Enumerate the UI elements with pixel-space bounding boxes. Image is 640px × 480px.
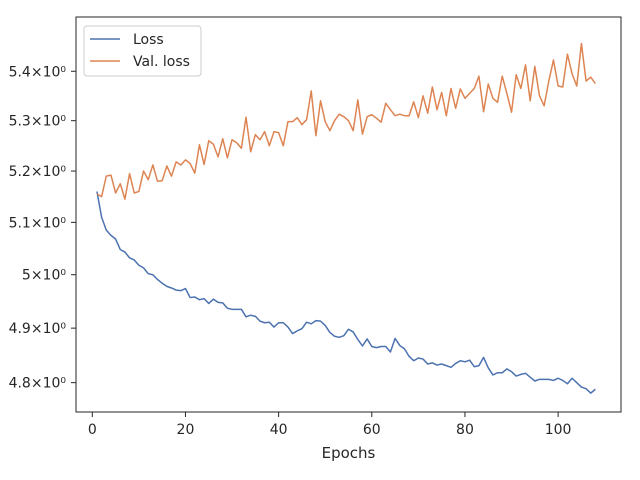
- x-tick-label: 60: [363, 422, 381, 438]
- series-line-loss: [96, 191, 596, 394]
- y-tick-label: 5.1×10⁰: [9, 215, 67, 231]
- x-tick-label: 80: [456, 422, 474, 438]
- y-tick-label: 5.4×10⁰: [9, 64, 67, 80]
- x-tick-label: 20: [177, 422, 195, 438]
- x-axis-label: Epochs: [322, 444, 376, 462]
- y-tick-label: 4.9×10⁰: [9, 321, 67, 337]
- series-layer: [96, 42, 596, 394]
- y-tick-label: 5.3×10⁰: [9, 114, 67, 130]
- series-line-val-loss: [96, 42, 596, 200]
- legend-label-loss: Loss: [133, 32, 164, 48]
- legend-label-val-loss: Val. loss: [133, 54, 190, 70]
- plot-frame: [75, 16, 622, 413]
- legend: Loss Val. loss: [83, 25, 202, 77]
- x-axis: 0 20 40 60 80 100: [88, 412, 572, 438]
- x-tick-label: 100: [545, 422, 572, 438]
- y-axis: 4.8×10⁰ 4.9×10⁰ 5×10⁰ 5.1×10⁰ 5.2×10⁰ 5.3×10⁰…: [9, 64, 76, 392]
- x-tick-label: 40: [270, 422, 288, 438]
- y-tick-label: 5.2×10⁰: [9, 164, 67, 180]
- y-tick-label: 4.8×10⁰: [9, 376, 67, 392]
- x-tick-label: 0: [88, 422, 97, 438]
- y-tick-label: 5×10⁰: [22, 268, 66, 284]
